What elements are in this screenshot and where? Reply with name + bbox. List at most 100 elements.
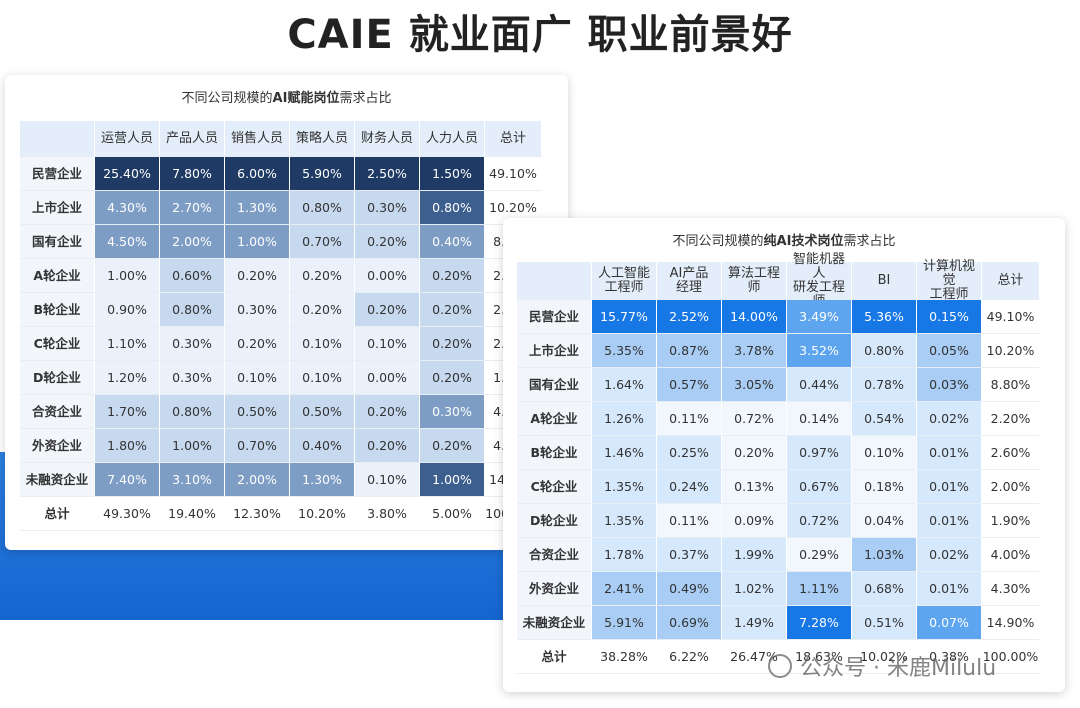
table-cell: 2.50%	[355, 157, 420, 191]
table-cell: 1.10%	[95, 327, 160, 361]
table-cell: 0.20%	[420, 293, 485, 327]
title-part: AI赋能岗位	[272, 91, 340, 106]
watermark: 公众号 · 米鹿Milulu	[768, 650, 996, 682]
table-cell: 0.10%	[225, 361, 290, 395]
table-cell: 14.90%	[982, 606, 1040, 640]
table-cell: 0.50%	[290, 395, 355, 429]
table-cell: 0.30%	[160, 327, 225, 361]
row-label: 未融资企业	[517, 606, 592, 640]
table-cell: 0.01%	[917, 572, 982, 606]
table-cell: 0.07%	[917, 606, 982, 640]
row-label: 国有企业	[517, 368, 592, 402]
table-cell: 0.30%	[225, 293, 290, 327]
table-cell: 0.80%	[160, 395, 225, 429]
row-label: 上市企业	[517, 334, 592, 368]
table-cell: 1.20%	[95, 361, 160, 395]
table-cell: 0.20%	[355, 395, 420, 429]
table-cell: 3.52%	[787, 334, 852, 368]
table-cell: 0.11%	[657, 402, 722, 436]
table-cell: 0.20%	[355, 429, 420, 463]
column-header: 人力人员	[420, 121, 485, 157]
table-cell: 0.10%	[290, 361, 355, 395]
table-cell: 0.50%	[225, 395, 290, 429]
row-label: B轮企业	[20, 293, 95, 327]
table-cell: 1.00%	[160, 429, 225, 463]
row-label: C轮企业	[20, 327, 95, 361]
table-cell: 0.40%	[290, 429, 355, 463]
table-cell: 0.20%	[290, 259, 355, 293]
table-cell: 49.30%	[95, 497, 160, 531]
table-cell: 0.80%	[420, 191, 485, 225]
header-band	[20, 121, 95, 157]
table-cell: 3.05%	[722, 368, 787, 402]
table-cell: 15.77%	[592, 300, 657, 334]
table-cell: 0.09%	[722, 504, 787, 538]
table-cell: 0.87%	[657, 334, 722, 368]
column-header: 运营人员	[95, 121, 160, 157]
table-cell: 2.00%	[225, 463, 290, 497]
row-label: 外资企业	[20, 429, 95, 463]
table-cell: 4.50%	[95, 225, 160, 259]
table-cell: 8.80%	[982, 368, 1040, 402]
table-cell: 1.64%	[592, 368, 657, 402]
table-cell: 0.67%	[787, 470, 852, 504]
table-cell: 2.41%	[592, 572, 657, 606]
title-part: 需求占比	[843, 234, 896, 249]
table-cell: 3.78%	[722, 334, 787, 368]
table-cell: 2.00%	[160, 225, 225, 259]
table-cell: 0.80%	[852, 334, 917, 368]
row-label: B轮企业	[517, 436, 592, 470]
column-header: 计算机视觉 工程师	[917, 259, 982, 301]
row-label: 上市企业	[20, 191, 95, 225]
table-cell: 1.50%	[420, 157, 485, 191]
table-cell: 0.20%	[420, 327, 485, 361]
table-cell: 1.78%	[592, 538, 657, 572]
table-cell: 0.14%	[787, 402, 852, 436]
table-cell: 0.44%	[787, 368, 852, 402]
table-cell: 49.10%	[485, 157, 542, 191]
table-cell: 0.04%	[852, 504, 917, 538]
table-cell: 5.90%	[290, 157, 355, 191]
table-cell: 10.20%	[982, 334, 1040, 368]
table-cell: 100.00%	[982, 640, 1040, 674]
watermark-icon	[768, 654, 792, 678]
table-cell: 0.20%	[420, 259, 485, 293]
table-cell: 0.20%	[290, 293, 355, 327]
row-label: 合资企业	[517, 538, 592, 572]
row-label: 外资企业	[517, 572, 592, 606]
table-cell: 0.11%	[657, 504, 722, 538]
table-cell: 3.10%	[160, 463, 225, 497]
column-header: BI	[852, 262, 917, 300]
table-cell: 0.29%	[787, 538, 852, 572]
table-cell: 0.02%	[917, 402, 982, 436]
table-cell: 0.40%	[420, 225, 485, 259]
table-cell: 1.30%	[290, 463, 355, 497]
table-cell: 0.80%	[290, 191, 355, 225]
table-cell: 7.28%	[787, 606, 852, 640]
column-header: 人工智能 工程师	[592, 262, 657, 300]
title-part: 不同公司规模的	[672, 234, 764, 249]
table-cell: 0.01%	[917, 470, 982, 504]
table-cell: 1.00%	[95, 259, 160, 293]
table-cell: 0.54%	[852, 402, 917, 436]
table-title: 不同公司规模的纯AI技术岗位需求占比	[503, 230, 1065, 249]
table-cell: 7.40%	[95, 463, 160, 497]
row-label: D轮企业	[20, 361, 95, 395]
table-cell: 12.30%	[225, 497, 290, 531]
row-label: 民营企业	[20, 157, 95, 191]
table-cell: 6.00%	[225, 157, 290, 191]
table-cell: 0.15%	[917, 300, 982, 334]
table-cell: 49.10%	[982, 300, 1040, 334]
table-cell: 2.60%	[982, 436, 1040, 470]
table-cell: 0.00%	[355, 259, 420, 293]
row-label: A轮企业	[20, 259, 95, 293]
table-cell: 0.72%	[722, 402, 787, 436]
table-cell: 0.10%	[852, 436, 917, 470]
table-cell: 0.51%	[852, 606, 917, 640]
table-cell: 0.03%	[917, 368, 982, 402]
table-cell: 0.25%	[657, 436, 722, 470]
table-cell: 3.80%	[355, 497, 420, 531]
table-cell: 1.80%	[95, 429, 160, 463]
table-cell: 2.52%	[657, 300, 722, 334]
table-cell: 2.70%	[160, 191, 225, 225]
